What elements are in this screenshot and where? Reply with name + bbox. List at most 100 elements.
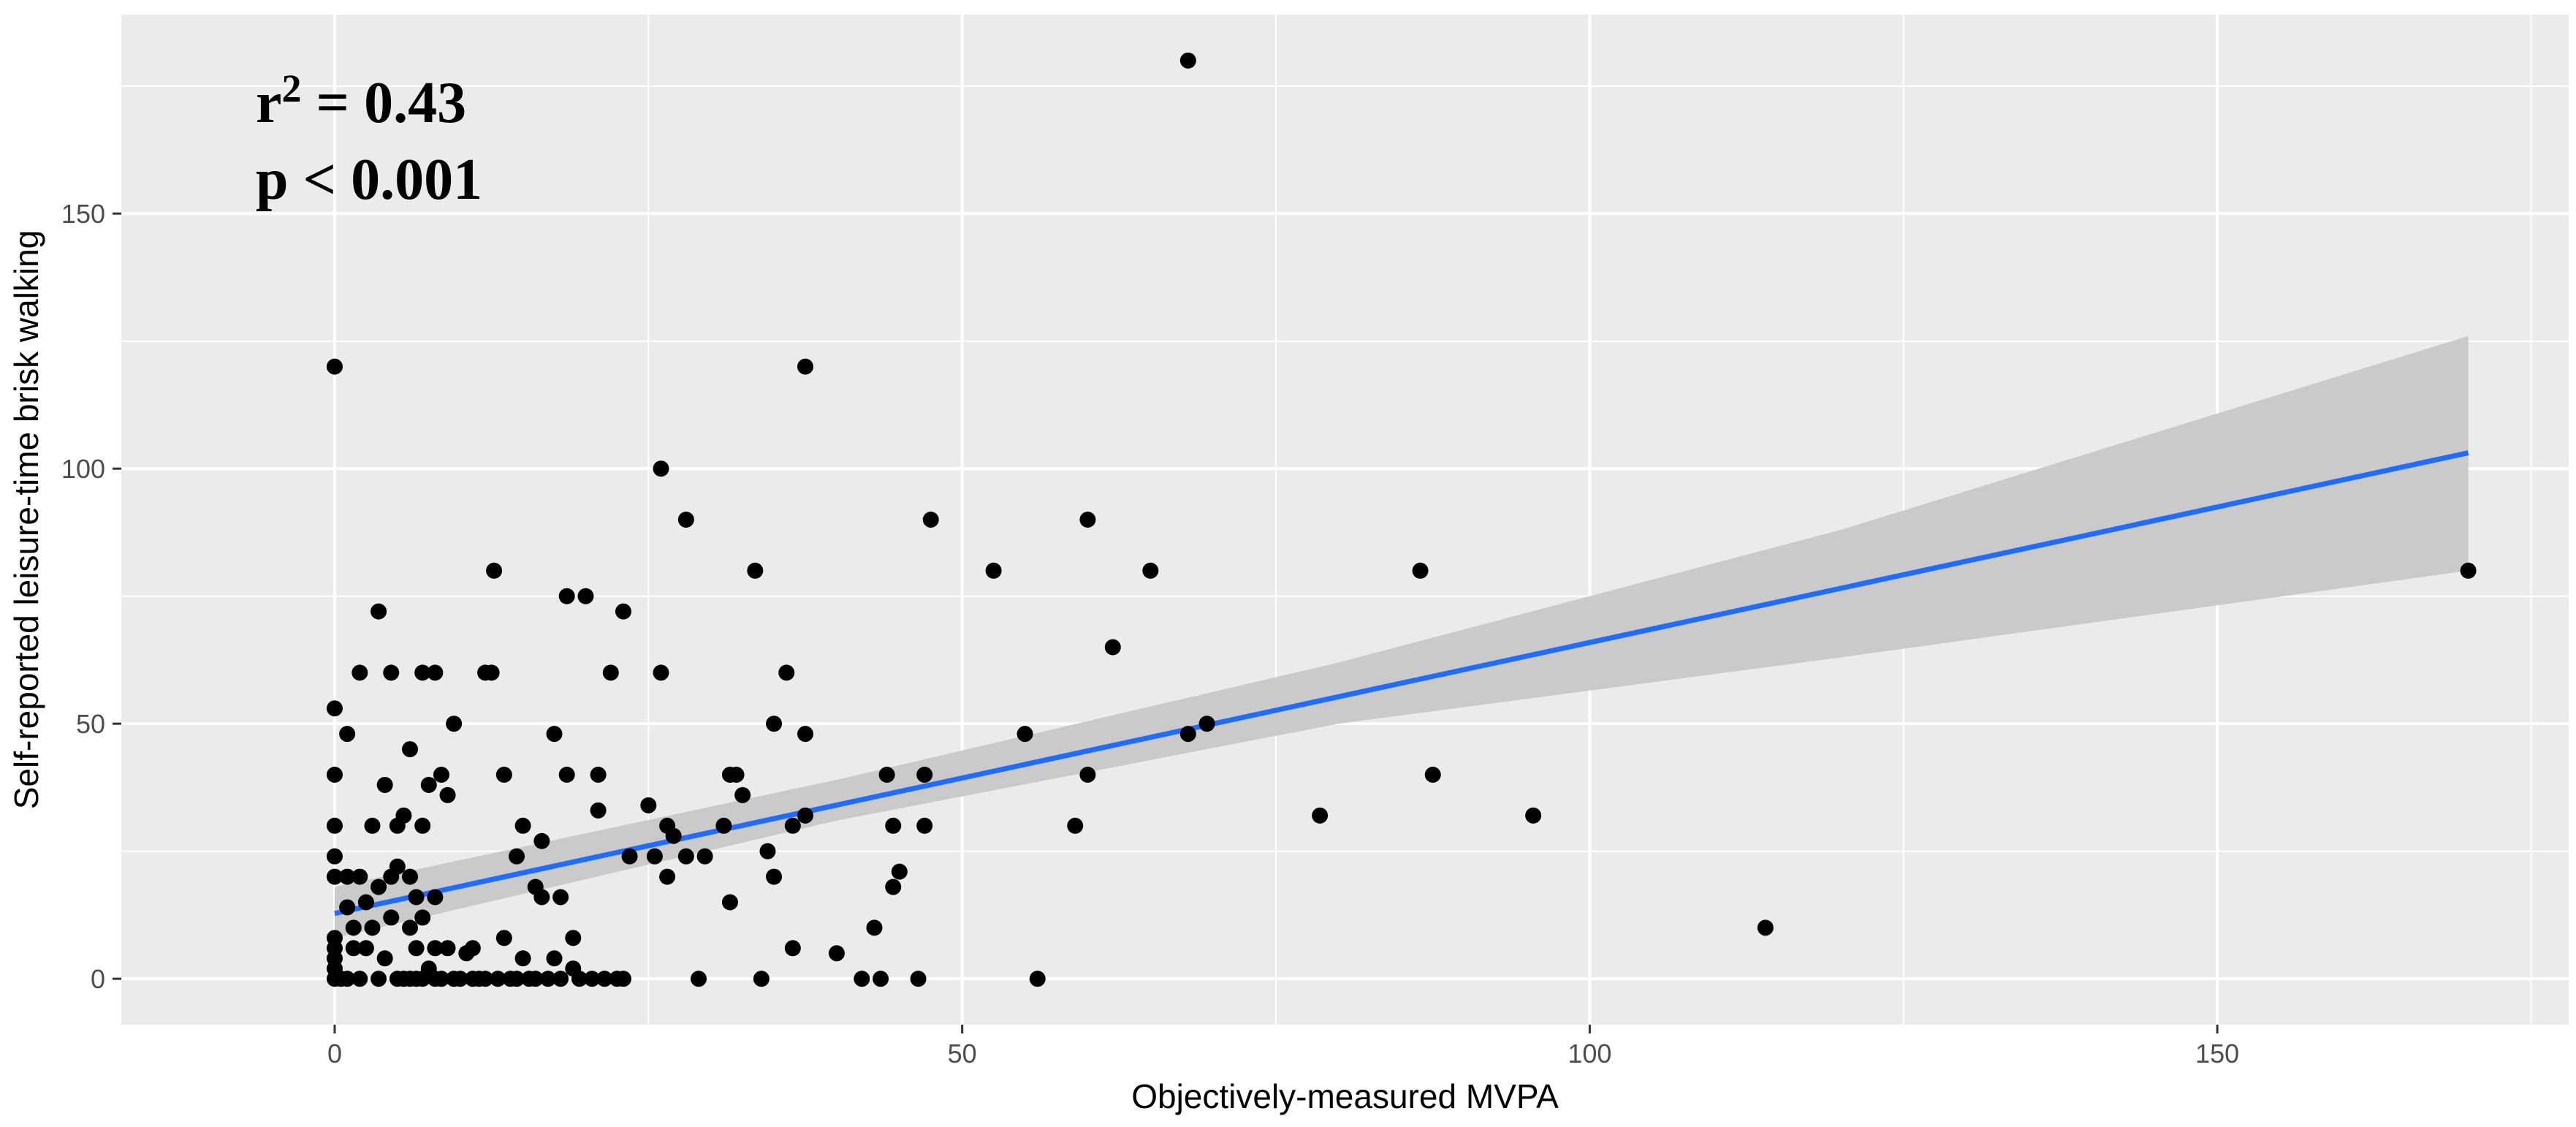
data-point <box>446 716 463 732</box>
y-tick-label: 150 <box>61 199 105 229</box>
data-point <box>326 868 343 885</box>
data-point <box>508 848 525 865</box>
data-point <box>546 950 563 967</box>
data-point <box>527 971 544 987</box>
data-point <box>352 868 368 885</box>
data-point <box>433 971 449 987</box>
r-squared-base: r <box>256 71 282 135</box>
data-point <box>691 971 707 987</box>
data-point <box>539 971 556 987</box>
data-point <box>797 807 814 824</box>
data-point <box>514 950 531 967</box>
data-point <box>985 562 1002 579</box>
data-point <box>615 603 631 620</box>
data-point <box>653 664 669 681</box>
data-point <box>640 797 657 813</box>
data-point <box>1079 512 1096 528</box>
data-point <box>885 817 902 834</box>
data-point <box>546 726 563 743</box>
data-point <box>602 664 619 681</box>
data-point <box>721 894 738 911</box>
data-point <box>326 358 343 375</box>
p-value-annotation: p < 0.001 <box>256 148 482 212</box>
data-point <box>715 817 732 834</box>
data-point <box>514 817 531 834</box>
data-point <box>490 971 506 987</box>
data-point <box>383 909 400 926</box>
data-point <box>778 664 795 681</box>
data-point <box>383 664 400 681</box>
data-point <box>590 766 607 783</box>
data-point <box>371 879 387 895</box>
data-point <box>427 664 444 681</box>
data-point <box>615 971 631 987</box>
data-point <box>1029 971 1046 987</box>
data-point <box>1179 726 1196 743</box>
data-point <box>439 940 456 957</box>
data-point <box>452 971 468 987</box>
data-point <box>439 786 456 803</box>
y-axis-title: Self-reported leisure-time brisk walking <box>7 230 45 810</box>
y-tick-label: 50 <box>76 709 105 739</box>
data-point <box>653 460 669 477</box>
data-point <box>766 868 783 885</box>
data-point <box>339 868 356 885</box>
data-point <box>659 868 676 885</box>
data-point <box>759 843 776 860</box>
data-point <box>414 817 431 834</box>
y-tick-label: 0 <box>91 964 105 994</box>
data-point <box>326 700 343 717</box>
data-point <box>1079 766 1096 783</box>
data-point <box>420 776 437 793</box>
data-point <box>1312 807 1329 824</box>
confidence-band-layer <box>334 335 2469 938</box>
data-point <box>408 940 425 957</box>
data-point <box>1424 766 1441 783</box>
data-point <box>797 358 814 375</box>
data-point <box>1179 52 1196 69</box>
x-tick-label: 100 <box>1568 1039 1611 1069</box>
data-point <box>797 726 814 743</box>
data-point <box>552 889 569 906</box>
data-point <box>339 899 356 916</box>
data-point <box>326 766 343 783</box>
data-point <box>1525 807 1542 824</box>
data-point <box>1067 817 1084 834</box>
data-point <box>345 940 362 957</box>
data-point <box>1142 562 1159 579</box>
data-point <box>2460 562 2477 579</box>
data-point <box>1198 716 1215 732</box>
data-point <box>433 766 449 783</box>
data-point <box>677 848 694 865</box>
data-point <box>552 971 569 987</box>
data-point <box>345 919 362 936</box>
regression-line-layer <box>334 450 2469 917</box>
data-point <box>357 940 374 957</box>
data-point <box>414 909 431 926</box>
data-points-layer <box>326 52 2477 987</box>
data-point <box>427 889 444 906</box>
data-point <box>414 664 431 681</box>
data-point <box>696 848 713 865</box>
data-point <box>577 588 594 604</box>
data-point <box>402 919 419 936</box>
r-squared-value: = 0.43 <box>302 71 467 135</box>
data-point <box>326 817 343 834</box>
data-point <box>408 889 425 906</box>
data-point <box>878 766 895 783</box>
data-point <box>665 827 682 844</box>
data-point <box>916 817 933 834</box>
data-point <box>357 894 374 911</box>
data-point <box>364 919 381 936</box>
data-point <box>533 889 550 906</box>
data-point <box>483 664 500 681</box>
data-point <box>866 919 883 936</box>
data-point <box>596 971 613 987</box>
data-point <box>565 930 582 946</box>
data-point <box>1104 639 1121 656</box>
data-point <box>784 940 801 957</box>
data-point <box>910 971 927 987</box>
data-point <box>477 971 494 987</box>
y-tick-label: 100 <box>61 454 105 484</box>
x-tick-label: 150 <box>2195 1039 2239 1069</box>
